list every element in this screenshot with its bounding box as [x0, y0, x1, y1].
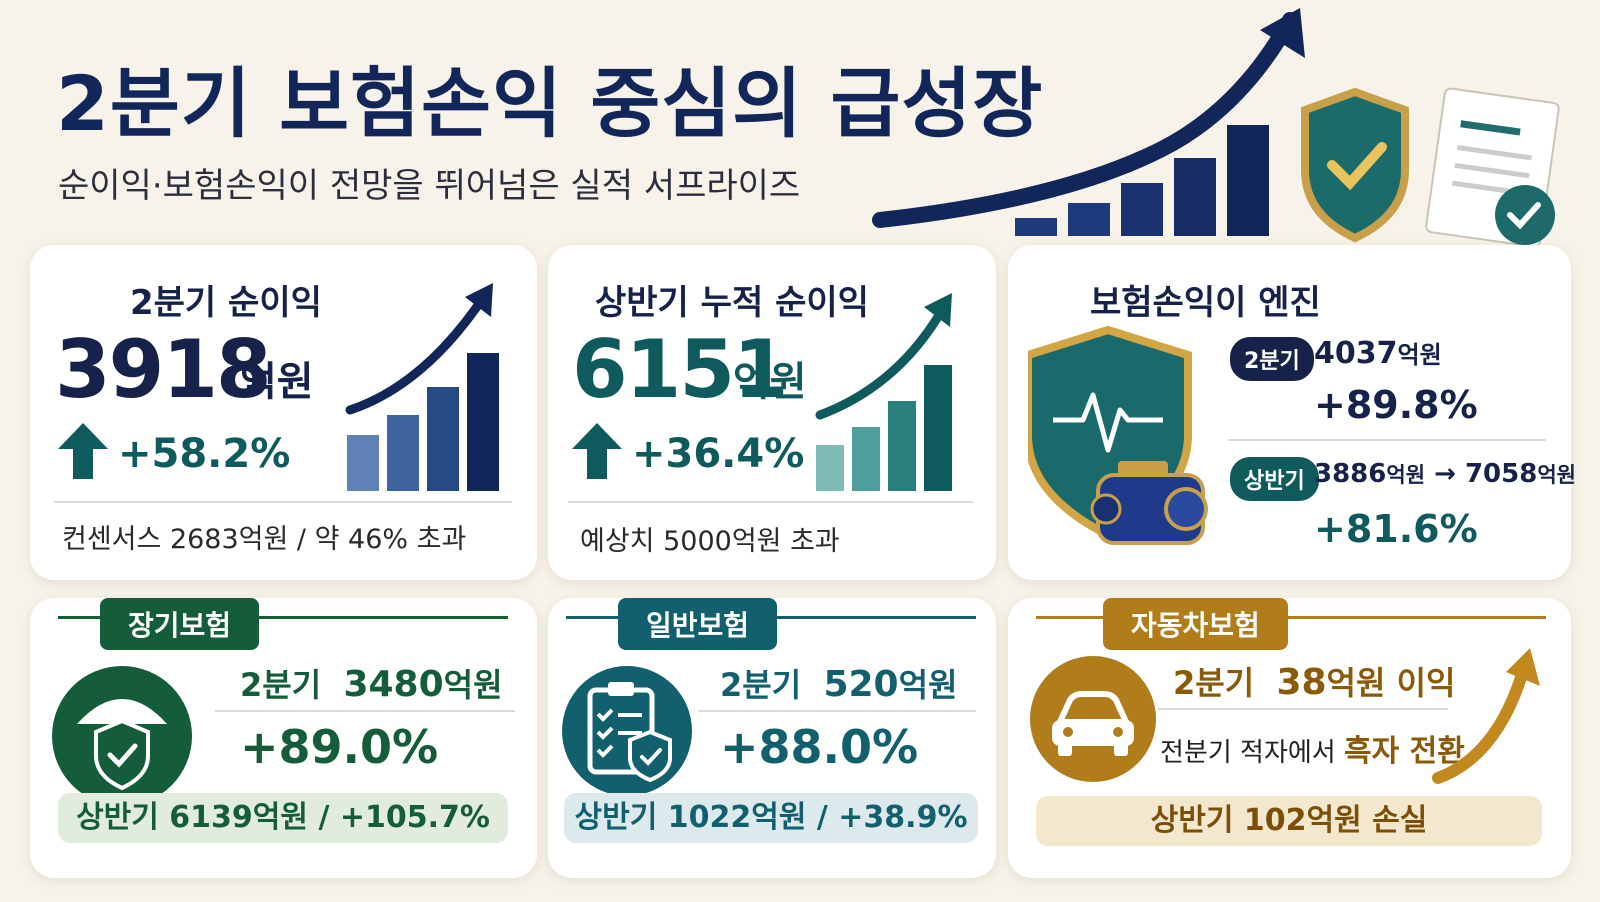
shield-check-icon — [1301, 87, 1409, 243]
divider — [698, 710, 976, 712]
divider — [54, 501, 512, 503]
long-term-insurance-card: 장기보험 2분기 3480억원 +89.0% 상반기 6139억원 / +105… — [30, 598, 537, 878]
h1-tag: 상반기 — [1230, 457, 1319, 501]
umbrella-shield-icon — [52, 666, 192, 806]
page-subtitle: 순이익·보험손익이 전망을 뛰어넘은 실적 서프라이즈 — [58, 166, 801, 206]
big-value: 6151 — [572, 323, 789, 416]
section-line — [58, 616, 508, 619]
forecast-note: 예상치 5000억원 초과 — [580, 526, 840, 557]
quarter-change: +88.0% — [720, 720, 919, 774]
h1-net-income-card: 상반기 누적 순이익 6151 억원 +36.4% 예상치 5000억원 초과 — [548, 245, 996, 580]
section-line — [1036, 616, 1546, 619]
quarter-value: 2분기 3480억원 — [240, 664, 503, 705]
turnaround-note: 전분기 적자에서 흑자 전환 — [1160, 734, 1465, 769]
engine-icon — [1090, 461, 1208, 545]
divider — [215, 710, 515, 712]
half-year-summary: 상반기 6139억원 / +105.7% — [58, 793, 508, 843]
auto-insurance-card: 자동차보험 2분기 38억원 이익 전분기 적자에서 흑자 전환 상반기 102… — [1008, 598, 1571, 878]
card-title: 상반기 누적 순이익 — [595, 283, 869, 323]
h1-values: 3886억원 → 7058억원 — [1314, 459, 1576, 489]
hero-growth-illustration — [872, 8, 1560, 248]
growth-chart-icon — [872, 8, 1305, 236]
divider — [568, 501, 973, 503]
page-title: 2분기 보험손익 중심의 급성장 — [56, 59, 1044, 148]
insurance-engine-card: 보험손익이 엔진 2분기 4037억원 +89.8% 상반기 3886억원 → … — [1008, 245, 1576, 580]
change-percent: +36.4% — [632, 431, 805, 477]
section-tag: 자동차보험 — [1103, 598, 1288, 650]
half-year-summary: 상반기 1022억원 / +38.9% — [564, 793, 978, 843]
general-insurance-card: 일반보험 2분기 520억원 +88.0% 상반기 1022억원 / +38.9… — [548, 598, 996, 878]
document-icon — [1425, 87, 1560, 248]
clipboard-shield-icon — [562, 666, 692, 796]
section-tag: 장기보험 — [100, 598, 260, 650]
heartbeat-shield-icon — [1028, 325, 1208, 545]
q2-value: 4037억원 — [1314, 336, 1442, 371]
section-tag: 일반보험 — [618, 598, 778, 650]
card-title: 보험손익이 엔진 — [1090, 283, 1321, 323]
up-arrow-icon — [572, 423, 622, 479]
half-year-summary: 상반기 102억원 손실 — [1036, 796, 1542, 846]
quarter-value: 2분기 520억원 — [720, 664, 958, 705]
big-value: 3918 — [55, 323, 272, 416]
divider — [1228, 439, 1546, 441]
quarter-change: +89.0% — [240, 720, 439, 774]
q2-net-income-card: 2분기 순이익 3918 억원 +58.2% 컨센서스 2683억원 / 약 4… — [30, 245, 537, 580]
bar-growth-icon — [815, 293, 952, 491]
divider — [1158, 708, 1448, 710]
change-percent: +58.2% — [118, 431, 291, 477]
bar-growth-icon — [345, 283, 499, 491]
value-unit: 억원 — [733, 359, 807, 405]
q2-tag: 2분기 — [1230, 337, 1314, 381]
car-icon — [1030, 656, 1156, 782]
quarter-value: 2분기 38억원 이익 — [1173, 662, 1456, 703]
h1-change: +81.6% — [1314, 507, 1478, 551]
up-arrow-icon — [58, 423, 108, 479]
q2-change: +89.8% — [1314, 383, 1478, 427]
consensus-note: 컨센서스 2683억원 / 약 46% 초과 — [62, 524, 467, 555]
up-trend-arrow-icon — [1432, 648, 1540, 784]
value-unit: 억원 — [240, 359, 314, 405]
card-title: 2분기 순이익 — [130, 283, 322, 323]
